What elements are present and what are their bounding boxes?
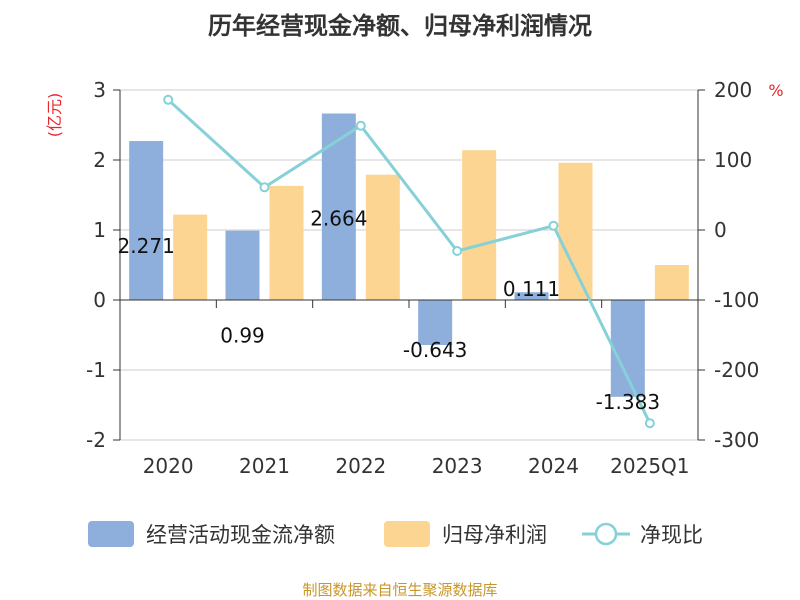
x-axis-ticks: 2020 2021 2022 2023 2024 2025Q1 xyxy=(143,454,690,478)
chart-title: 历年经营现金净额、归母净利润情况 xyxy=(208,12,592,40)
right-tick-label-3: -100 xyxy=(714,288,759,312)
data-label-cashflow-2024: 0.111 xyxy=(503,277,560,301)
ratio-point-2020 xyxy=(163,94,174,105)
left-axis-unit: (亿元) xyxy=(45,93,64,138)
bar-profit-2020 xyxy=(173,214,208,300)
legend-label-cashflow: 经营活动现金流净额 xyxy=(146,523,335,547)
right-axis-unit: % xyxy=(768,81,783,100)
ratio-point-2025Q1 xyxy=(644,418,655,429)
right-tick-label-5: -300 xyxy=(714,428,759,452)
source-note: 制图数据来自恒生聚源数据库 xyxy=(302,581,497,599)
legend-marker-ratio xyxy=(594,522,618,546)
legend-label-ratio: 净现比 xyxy=(640,523,703,547)
x-tick-label-2022: 2022 xyxy=(335,454,386,478)
left-tick-label-3: 0 xyxy=(93,288,106,312)
bar-profit-2021 xyxy=(269,185,304,300)
right-tick-label-2: 0 xyxy=(714,218,727,242)
bar-cashflow-2024 xyxy=(514,292,549,300)
x-tick-label-2021: 2021 xyxy=(239,454,290,478)
data-label-cashflow-2021: 0.99 xyxy=(220,324,265,348)
left-tick-label-5: -2 xyxy=(86,428,106,452)
bar-profit-2023 xyxy=(462,150,497,300)
right-tick-label-0: 200 xyxy=(714,78,752,102)
ratio-point-2021 xyxy=(259,182,270,193)
bar-cashflow-2025Q1 xyxy=(610,300,645,397)
data-label-cashflow-2020: 2.271 xyxy=(118,234,175,258)
bar-cashflow-2022 xyxy=(321,113,356,301)
bar-cashflow-2023 xyxy=(418,300,453,346)
ratio-point-2023 xyxy=(452,246,463,256)
grid xyxy=(120,89,698,441)
ratio-line-path xyxy=(167,98,652,424)
right-tick-label-1: 100 xyxy=(714,148,752,172)
data-label-cashflow-2025Q1: -1.383 xyxy=(596,390,660,414)
x-tick-label-2020: 2020 xyxy=(143,454,194,478)
legend-swatch-cashflow xyxy=(88,521,134,547)
axes xyxy=(119,90,699,440)
right-tick-label-4: -200 xyxy=(714,358,759,382)
data-labels: 2.271 0.99 2.664 -0.643 0.111 -1.383 xyxy=(118,207,661,414)
bar-profit-2024 xyxy=(558,162,593,300)
x-tick-label-2025Q1: 2025Q1 xyxy=(610,454,689,478)
left-tick-label-4: -1 xyxy=(86,358,106,382)
legend-label-profit: 归母净利润 xyxy=(442,523,547,547)
data-label-cashflow-2022: 2.664 xyxy=(310,207,367,231)
ratio-line xyxy=(163,94,655,429)
legend-swatch-profit xyxy=(384,521,430,547)
left-tick-label-1: 2 xyxy=(93,148,106,172)
right-axis-ticks: 200 100 0 -100 -200 -300 xyxy=(698,78,759,452)
left-axis-ticks: 3 2 1 0 -1 -2 xyxy=(86,78,120,452)
x-tick-label-2024: 2024 xyxy=(528,454,579,478)
data-label-cashflow-2023: -0.643 xyxy=(403,338,467,362)
ratio-point-2024 xyxy=(548,220,559,231)
left-tick-label-0: 3 xyxy=(93,78,106,102)
bar-cashflow-2021 xyxy=(225,230,260,300)
bars xyxy=(129,113,689,397)
bar-cashflow-2020 xyxy=(129,141,164,300)
legend: 经营活动现金流净额 归母净利润 净现比 xyxy=(88,521,703,547)
left-tick-label-2: 1 xyxy=(93,218,106,242)
bar-profit-2025Q1 xyxy=(654,265,689,300)
ratio-point-2022 xyxy=(355,120,366,131)
bar-profit-2022 xyxy=(365,174,400,300)
x-tick-label-2023: 2023 xyxy=(432,454,483,478)
